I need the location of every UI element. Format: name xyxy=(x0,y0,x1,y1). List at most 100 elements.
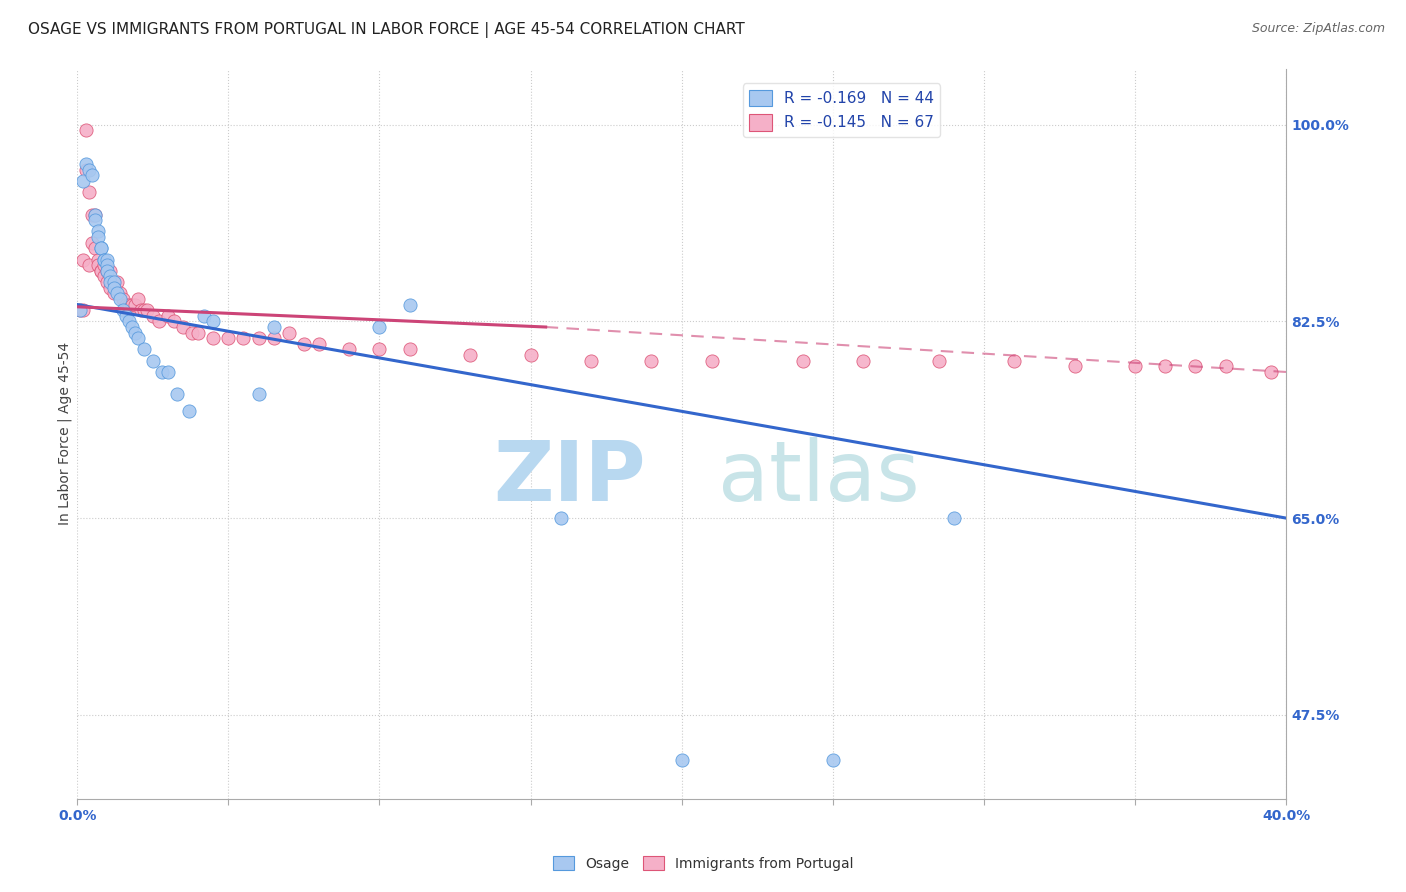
Point xyxy=(84,241,107,255)
Point xyxy=(87,225,110,239)
Point xyxy=(90,264,112,278)
Point xyxy=(82,235,104,250)
Point xyxy=(69,303,91,318)
Point xyxy=(129,303,152,318)
Point xyxy=(132,303,155,318)
Point xyxy=(114,297,136,311)
Point xyxy=(398,343,420,357)
Text: OSAGE VS IMMIGRANTS FROM PORTUGAL IN LABOR FORCE | AGE 45-54 CORRELATION CHART: OSAGE VS IMMIGRANTS FROM PORTUGAL IN LAB… xyxy=(28,22,745,38)
Point xyxy=(337,343,360,357)
Point xyxy=(671,753,693,767)
Point xyxy=(75,123,97,137)
Point xyxy=(121,297,143,311)
Point xyxy=(72,303,94,318)
Point xyxy=(93,252,115,267)
Point xyxy=(124,326,146,340)
Point xyxy=(87,230,110,244)
Point xyxy=(84,208,107,222)
Point xyxy=(93,252,115,267)
Text: Source: ZipAtlas.com: Source: ZipAtlas.com xyxy=(1251,22,1385,36)
Point xyxy=(72,174,94,188)
Point xyxy=(1063,359,1085,374)
Point xyxy=(75,162,97,177)
Point xyxy=(96,258,118,272)
Point xyxy=(108,292,131,306)
Point xyxy=(187,326,209,340)
Point xyxy=(96,264,118,278)
Point xyxy=(193,309,215,323)
Point xyxy=(579,353,602,368)
Point xyxy=(82,208,104,222)
Point xyxy=(263,320,285,334)
Point xyxy=(156,365,179,379)
Point xyxy=(79,258,101,272)
Point xyxy=(1123,359,1146,374)
Point xyxy=(84,208,107,222)
Point xyxy=(368,320,391,334)
Point xyxy=(96,264,118,278)
Point xyxy=(79,162,101,177)
Point xyxy=(96,275,118,289)
Point xyxy=(263,331,285,345)
Legend: Osage, Immigrants from Portugal: Osage, Immigrants from Portugal xyxy=(547,850,859,876)
Point xyxy=(103,281,125,295)
Point xyxy=(928,353,950,368)
Point xyxy=(127,292,149,306)
Point xyxy=(550,511,572,525)
Point xyxy=(103,286,125,301)
Point xyxy=(117,314,139,328)
Point xyxy=(132,343,155,357)
Point xyxy=(1215,359,1237,374)
Point xyxy=(96,252,118,267)
Point xyxy=(87,258,110,272)
Point xyxy=(277,326,299,340)
Point xyxy=(177,404,200,418)
Point xyxy=(142,353,165,368)
Point xyxy=(148,314,170,328)
Point xyxy=(127,331,149,345)
Y-axis label: In Labor Force | Age 45-54: In Labor Force | Age 45-54 xyxy=(58,343,72,525)
Point xyxy=(232,331,254,345)
Point xyxy=(308,337,330,351)
Point xyxy=(121,320,143,334)
Text: ZIP: ZIP xyxy=(494,437,645,518)
Point xyxy=(942,511,965,525)
Point xyxy=(247,387,270,401)
Legend: R = -0.169   N = 44, R = -0.145   N = 67: R = -0.169 N = 44, R = -0.145 N = 67 xyxy=(742,84,941,136)
Point xyxy=(172,320,194,334)
Point xyxy=(100,264,122,278)
Point xyxy=(519,348,541,362)
Point xyxy=(79,185,101,199)
Point xyxy=(247,331,270,345)
Point xyxy=(368,343,391,357)
Point xyxy=(150,365,173,379)
Point xyxy=(292,337,315,351)
Point xyxy=(202,331,225,345)
Point xyxy=(103,275,125,289)
Point xyxy=(84,213,107,227)
Point xyxy=(142,309,165,323)
Point xyxy=(458,348,481,362)
Point xyxy=(105,286,128,301)
Point xyxy=(93,258,115,272)
Point xyxy=(1184,359,1206,374)
Point xyxy=(111,303,134,318)
Point xyxy=(90,264,112,278)
Point xyxy=(90,241,112,255)
Point xyxy=(1260,365,1282,379)
Point xyxy=(181,326,204,340)
Point xyxy=(202,314,225,328)
Point xyxy=(105,275,128,289)
Point xyxy=(852,353,875,368)
Point xyxy=(82,169,104,183)
Point xyxy=(69,303,91,318)
Point xyxy=(640,353,662,368)
Point xyxy=(398,297,420,311)
Point xyxy=(792,353,814,368)
Point xyxy=(124,297,146,311)
Point xyxy=(100,275,122,289)
Point xyxy=(72,252,94,267)
Point xyxy=(117,297,139,311)
Point xyxy=(156,309,179,323)
Point xyxy=(100,281,122,295)
